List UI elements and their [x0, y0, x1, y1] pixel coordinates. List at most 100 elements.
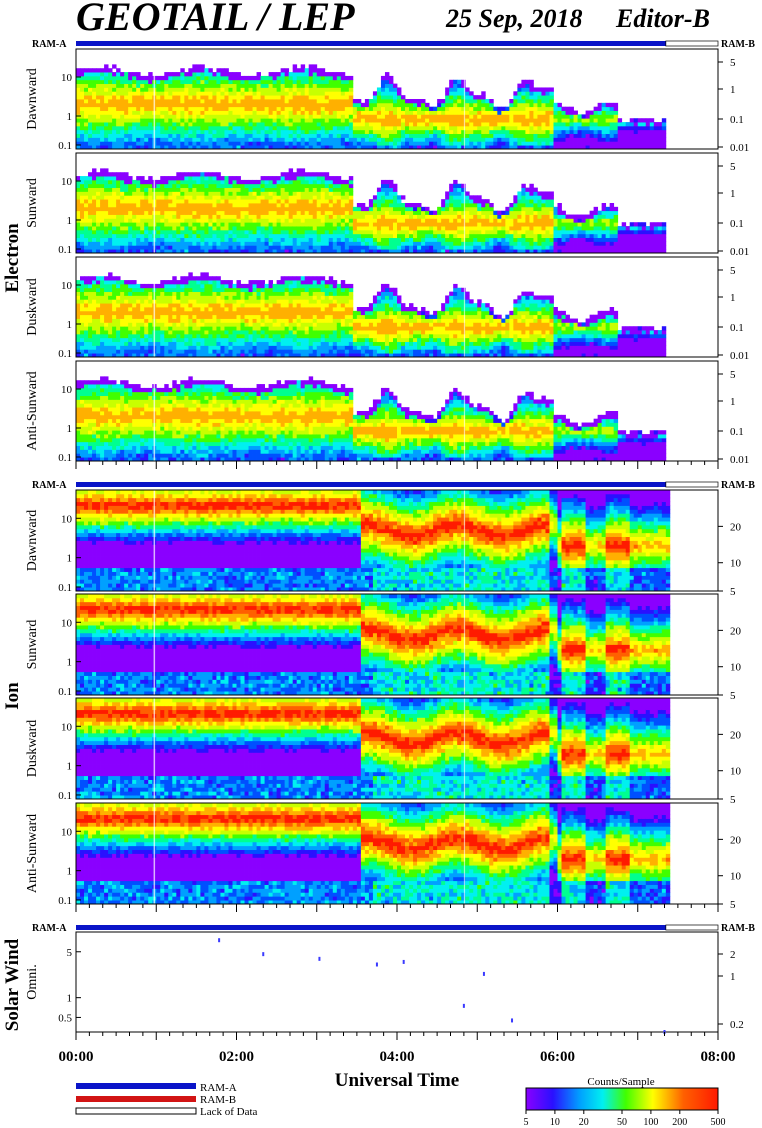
- electron-cell: [441, 199, 445, 203]
- electron-cell: [261, 87, 265, 91]
- electron-cell: [208, 118, 212, 122]
- electron-cell: [321, 188, 325, 192]
- electron-cell: [385, 134, 389, 138]
- electron-cell: [614, 130, 618, 134]
- electron-cell: [84, 326, 88, 330]
- electron-cell: [289, 245, 293, 249]
- electron-cell: [457, 130, 461, 134]
- electron-cell: [148, 137, 152, 141]
- electron-cell: [80, 234, 84, 238]
- electron-cell: [301, 195, 305, 199]
- electron-cell: [553, 245, 557, 249]
- electron-cell: [509, 107, 513, 111]
- electron-cell: [401, 203, 405, 207]
- electron-cell: [357, 230, 361, 234]
- electron-cell: [349, 95, 353, 99]
- electron-cell: [614, 103, 618, 107]
- electron-cell: [337, 245, 341, 249]
- electron-cell: [521, 91, 525, 95]
- electron-cell: [104, 203, 108, 207]
- electron-cell: [441, 137, 445, 141]
- electron-cell: [100, 188, 104, 192]
- electron-cell: [257, 122, 261, 126]
- electron-cell: [345, 222, 349, 226]
- electron-cell: [80, 130, 84, 134]
- electron-cell: [325, 99, 329, 103]
- electron-cell: [545, 218, 549, 222]
- electron-cell: [473, 241, 477, 245]
- electron-cell: [176, 95, 180, 99]
- electron-cell: [521, 137, 525, 141]
- electron-cell: [361, 118, 365, 122]
- electron-cell: [321, 234, 325, 238]
- electron-cell: [228, 241, 232, 245]
- electron-cell: [509, 103, 513, 107]
- electron-cell: [160, 238, 164, 242]
- electron-cell: [606, 130, 610, 134]
- electron-cell: [108, 99, 112, 103]
- electron-cell: [200, 134, 204, 138]
- electron-cell: [196, 111, 200, 115]
- electron-cell: [505, 215, 509, 219]
- electron-cell: [541, 91, 545, 95]
- electron-cell: [381, 245, 385, 249]
- electron-cell: [485, 230, 489, 234]
- electron-cell: [445, 211, 449, 215]
- electron-cell: [590, 230, 594, 234]
- electron-cell: [204, 241, 208, 245]
- electron-cell: [116, 130, 120, 134]
- electron-cell: [80, 215, 84, 219]
- electron-cell: [333, 103, 337, 107]
- electron-cell: [88, 322, 92, 326]
- electron-cell: [618, 230, 622, 234]
- electron-cell: [333, 87, 337, 91]
- electron-cell: [397, 203, 401, 207]
- electron-cell: [84, 191, 88, 195]
- electron-cell: [96, 95, 100, 99]
- electron-cell: [140, 114, 144, 118]
- electron-cell: [208, 91, 212, 95]
- electron-cell: [80, 95, 84, 99]
- electron-cell: [445, 103, 449, 107]
- electron-cell: [76, 226, 80, 230]
- electron-cell: [393, 241, 397, 245]
- electron-cell: [249, 234, 253, 238]
- electron-cell: [140, 130, 144, 134]
- electron-cell: [590, 111, 594, 115]
- electron-cell: [257, 191, 261, 195]
- electron-cell: [96, 203, 100, 207]
- electron-cell: [465, 191, 469, 195]
- electron-cell: [549, 134, 553, 138]
- electron-cell: [80, 307, 84, 311]
- electron-cell: [148, 80, 152, 84]
- electron-cell: [120, 114, 124, 118]
- electron-cell: [140, 141, 144, 145]
- electron-cell: [96, 107, 100, 111]
- electron-cell: [104, 191, 108, 195]
- electron-cell: [578, 222, 582, 226]
- electron-cell: [261, 211, 265, 215]
- electron-cell: [341, 234, 345, 238]
- electron-cell: [281, 84, 285, 88]
- electron-cell: [469, 215, 473, 219]
- electron-cell: [417, 207, 421, 211]
- electron-cell: [365, 141, 369, 145]
- electron-cell: [329, 141, 333, 145]
- electron-cell: [405, 103, 409, 107]
- electron-cell: [273, 234, 277, 238]
- electron-cell: [192, 72, 196, 76]
- electron-cell: [273, 118, 277, 122]
- electron-cell: [128, 234, 132, 238]
- electron-cell: [96, 134, 100, 138]
- electron-cell: [164, 122, 168, 126]
- electron-cell: [120, 130, 124, 134]
- electron-cell: [642, 238, 646, 242]
- electron-cell: [614, 122, 618, 126]
- electron-cell: [245, 238, 249, 242]
- electron-cell: [128, 84, 132, 88]
- electron-cell: [148, 111, 152, 115]
- electron-cell: [289, 84, 293, 88]
- electron-cell: [245, 99, 249, 103]
- electron-cell: [313, 207, 317, 211]
- electron-cell: [188, 184, 192, 188]
